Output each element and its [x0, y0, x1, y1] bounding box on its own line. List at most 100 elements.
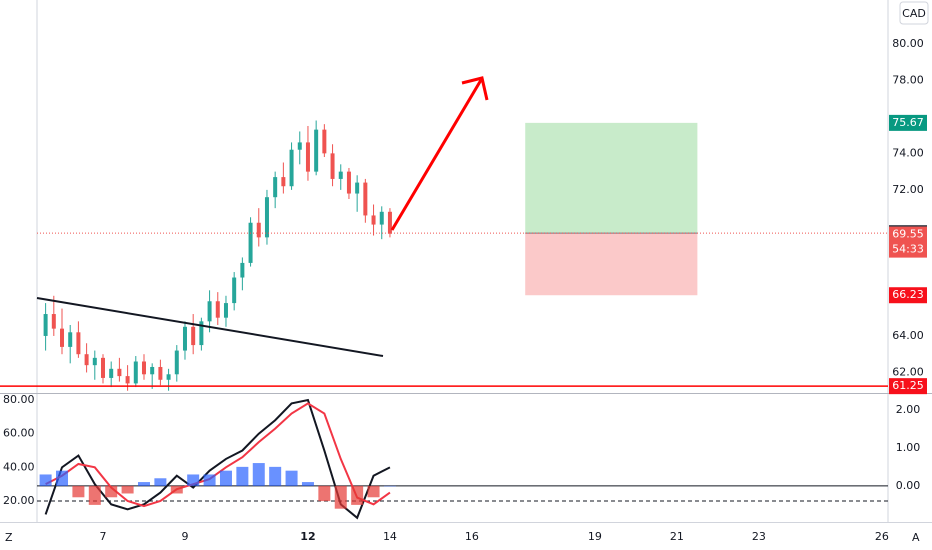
countdown-label: 54:33: [892, 243, 924, 256]
histogram-bar: [56, 470, 69, 486]
indicator-line: [45, 402, 391, 508]
price-badge-label: 69.55: [892, 228, 924, 241]
x-tick-label: 21: [670, 530, 684, 543]
trend-line: [36, 297, 384, 357]
candle-body: [92, 357, 97, 366]
x-tick-label: 12: [300, 530, 315, 543]
y-tick-label: 62.00: [892, 365, 924, 378]
candle-body: [207, 301, 212, 322]
y-tick-label: 72.00: [892, 183, 924, 196]
histogram-bar: [121, 485, 134, 494]
left-tick-label: 40.00: [3, 460, 35, 473]
currency-button[interactable]: [899, 1, 929, 25]
candle-body: [387, 211, 392, 234]
price-badge: [889, 226, 927, 243]
price-badge: [889, 287, 927, 304]
candle-body: [322, 129, 327, 154]
histogram-bar: [105, 485, 118, 498]
candle-body: [150, 366, 155, 375]
candle-body: [109, 368, 114, 378]
histogram-bar: [236, 466, 249, 486]
histogram-bar: [88, 485, 101, 505]
candle-body: [125, 376, 130, 384]
candle-body: [199, 321, 204, 346]
indicator-line: [44, 398, 391, 520]
candle-body: [141, 361, 146, 375]
x-tick-label: 23: [752, 530, 766, 543]
candle-body: [346, 171, 351, 194]
candle-body: [43, 314, 48, 336]
candle-body: [76, 332, 81, 355]
x-tick-label: 16: [465, 530, 479, 543]
candle-body: [215, 301, 220, 318]
histogram-bar: [367, 485, 380, 498]
profit-zone: [525, 122, 698, 234]
candle-body: [371, 215, 376, 225]
candle-body: [117, 368, 122, 377]
histogram-bar: [383, 485, 396, 487]
price-badge: [889, 378, 927, 395]
candle-body: [60, 328, 65, 347]
y-tick-label: 64.00: [892, 329, 924, 342]
candle-body: [256, 222, 261, 238]
histogram-bar: [203, 474, 216, 486]
currency-label: CAD: [902, 7, 926, 20]
histogram-bar: [252, 463, 265, 486]
histogram-bar: [351, 485, 364, 505]
y-tick-label: 80.00: [892, 37, 924, 50]
candle-body: [182, 326, 187, 351]
histogram-bar: [154, 478, 167, 486]
histogram-bar: [334, 485, 347, 509]
histogram-bar: [318, 485, 331, 502]
right-tick-label: 1.00: [896, 441, 921, 454]
candle-body: [174, 350, 179, 375]
candle-body: [133, 361, 138, 384]
candle-body: [100, 357, 105, 378]
candle-body: [273, 177, 278, 198]
countdown-badge: [889, 241, 927, 258]
price-badge-label: 75.67: [892, 116, 924, 129]
right-tick-label: 0.00: [896, 479, 921, 492]
right-tick-label: 2.00: [896, 403, 921, 416]
candle-body: [240, 262, 245, 278]
left-tick-label: 60.00: [3, 427, 35, 440]
left-tick-label: 20.00: [3, 494, 35, 507]
indicator-pane: [37, 398, 888, 520]
histogram-bar: [285, 470, 298, 486]
arrow: [390, 76, 489, 231]
price-badge-label: 66.23: [892, 288, 924, 301]
candle-body: [166, 374, 171, 380]
histogram-bar: [170, 485, 183, 494]
histogram-bar: [301, 482, 314, 486]
loss-zone: [525, 233, 698, 296]
candle-body: [379, 211, 384, 225]
candle-body: [223, 303, 228, 318]
histogram-bar: [219, 470, 232, 486]
x-tick-label: 9: [181, 530, 188, 543]
candle-body: [51, 314, 56, 329]
candle-body: [355, 182, 360, 194]
histogram-bar: [72, 485, 85, 498]
x-tick-label: 19: [588, 530, 602, 543]
price-pane: [0, 120, 888, 391]
candle-body: [264, 197, 269, 238]
y-tick-label: 74.00: [892, 146, 924, 159]
auto-button[interactable]: A: [912, 531, 920, 544]
candle-body: [281, 177, 286, 187]
left-button[interactable]: Z: [5, 531, 13, 544]
x-tick-label: 7: [99, 530, 106, 543]
x-tick-label: 26: [875, 530, 889, 543]
candle-body: [338, 171, 343, 179]
histogram-bar: [269, 466, 282, 486]
candle-body: [248, 222, 253, 263]
candle-body: [363, 182, 368, 216]
candle-body: [191, 326, 196, 346]
histogram-bar: [137, 482, 150, 486]
candle-body: [68, 332, 73, 347]
left-tick-label: 80.00: [3, 393, 35, 406]
candle-body: [330, 153, 335, 179]
histogram-bar: [187, 474, 200, 486]
candle-body: [232, 277, 237, 304]
candle-body: [297, 142, 302, 150]
